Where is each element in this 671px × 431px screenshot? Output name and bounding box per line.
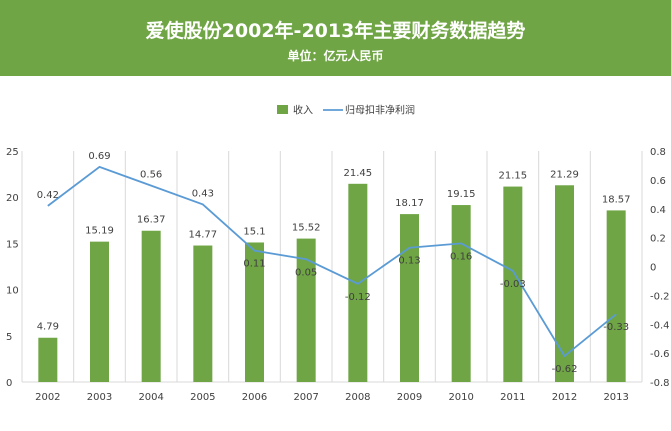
y-left-tick-label: 5 bbox=[6, 332, 12, 343]
y-right-tick-label: 0.2 bbox=[650, 234, 666, 245]
bar bbox=[503, 186, 523, 382]
bar bbox=[38, 337, 58, 382]
bar-data-label: 19.15 bbox=[447, 189, 476, 200]
y-right-tick-label: -0.2 bbox=[650, 291, 670, 302]
chart-subtitle: 单位：亿元人民币 bbox=[287, 49, 384, 63]
profit-line bbox=[47, 165, 617, 358]
bar bbox=[451, 205, 471, 382]
line-data-label: -0.12 bbox=[345, 292, 371, 303]
x-tick-label: 2008 bbox=[345, 392, 370, 403]
bar-data-label: 18.17 bbox=[395, 198, 424, 209]
y-right-tick-label: 0 bbox=[650, 263, 656, 274]
line-data-label: -0.33 bbox=[603, 322, 629, 333]
bar-data-label: 21.15 bbox=[499, 171, 528, 182]
bar bbox=[141, 230, 161, 382]
y-left-tick-label: 20 bbox=[6, 193, 19, 204]
x-tick-label: 2007 bbox=[293, 392, 318, 403]
bar-data-label: 18.57 bbox=[602, 194, 631, 205]
bar-data-label: 21.29 bbox=[550, 169, 579, 180]
chart-title: 爱使股份2002年-2013年主要财务数据趋势 bbox=[145, 20, 526, 42]
bar bbox=[193, 245, 213, 382]
bar bbox=[606, 210, 626, 382]
bar-data-label: 15.1 bbox=[243, 226, 265, 237]
x-tick-label: 2005 bbox=[190, 392, 215, 403]
y-left-tick-label: 25 bbox=[6, 147, 19, 158]
y-right-tick-label: -0.4 bbox=[650, 320, 670, 331]
x-tick-label: 2002 bbox=[35, 392, 60, 403]
bar bbox=[296, 238, 316, 382]
y-right-tick-label: 0.8 bbox=[650, 147, 666, 158]
y-right-tick-label: 0.6 bbox=[650, 176, 666, 187]
bar-data-label: 21.45 bbox=[344, 168, 373, 179]
x-tick-label: 2013 bbox=[603, 392, 628, 403]
line-data-label: 0.43 bbox=[192, 188, 214, 199]
bar-data-label: 14.77 bbox=[189, 230, 218, 241]
legend-label-profit: 归母扣非净利润 bbox=[345, 104, 415, 117]
y-left-tick-label: 10 bbox=[6, 286, 19, 297]
line-data-label: 0.16 bbox=[450, 251, 472, 262]
x-tick-label: 2004 bbox=[138, 392, 163, 403]
y-right-tick-label: 0.4 bbox=[650, 205, 666, 216]
line-data-label: 0.05 bbox=[295, 267, 317, 278]
bar-data-label: 15.52 bbox=[292, 223, 321, 234]
y-right-tick-label: -0.6 bbox=[650, 349, 670, 360]
x-tick-label: 2003 bbox=[87, 392, 112, 403]
line-data-label: -0.62 bbox=[552, 364, 578, 375]
line-data-label: 0.11 bbox=[243, 259, 265, 270]
line-data-label: -0.03 bbox=[500, 279, 526, 290]
line-data-label: 0.42 bbox=[37, 190, 59, 201]
legend-label-revenue: 收入 bbox=[293, 104, 313, 117]
line-data-label: 0.13 bbox=[398, 256, 420, 267]
x-tick-label: 2009 bbox=[397, 392, 422, 403]
bar-data-label: 4.79 bbox=[37, 322, 59, 333]
x-tick-label: 2011 bbox=[500, 392, 525, 403]
y-right-tick-label: -0.8 bbox=[650, 378, 670, 389]
x-tick-label: 2006 bbox=[242, 392, 267, 403]
y-left-tick-label: 0 bbox=[6, 378, 12, 389]
x-tick-label: 2012 bbox=[552, 392, 577, 403]
bar bbox=[555, 185, 574, 382]
y-left-tick-label: 15 bbox=[6, 239, 19, 250]
x-tick-label: 2010 bbox=[448, 392, 473, 403]
bar-data-label: 16.37 bbox=[137, 215, 166, 226]
chart-header: 爱使股份2002年-2013年主要财务数据趋势 单位：亿元人民币 bbox=[0, 0, 671, 76]
legend-swatch-bar bbox=[277, 105, 288, 114]
bar-data-label: 15.19 bbox=[85, 226, 114, 237]
line-data-label: 0.56 bbox=[140, 170, 162, 181]
bar bbox=[400, 214, 419, 382]
line-data-label: 0.69 bbox=[88, 151, 110, 162]
bar bbox=[245, 242, 264, 382]
bar bbox=[90, 241, 109, 382]
